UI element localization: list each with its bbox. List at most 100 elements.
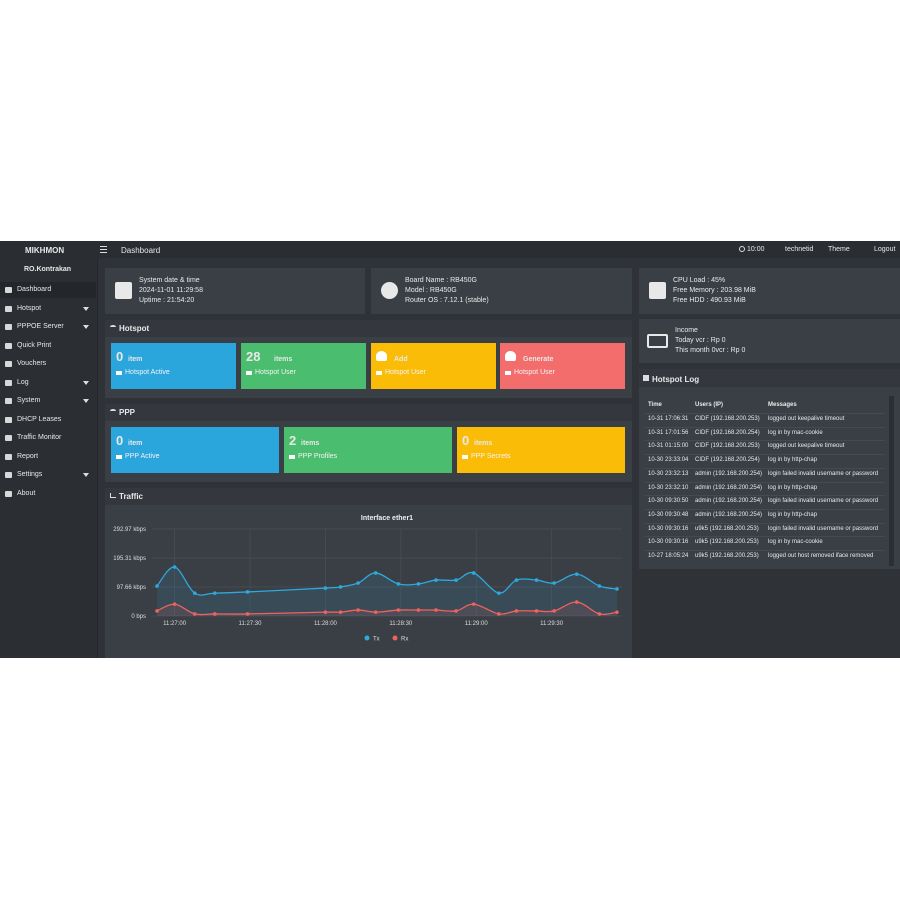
tile-unit: items — [301, 440, 320, 447]
log-cell: admin (192.168.200.254) — [695, 498, 763, 505]
log-cell: u9k5 (192.168.200.253) — [695, 553, 759, 559]
point — [155, 609, 159, 613]
menu-item[interactable]: Report — [17, 452, 39, 460]
income-card — [639, 319, 900, 363]
point — [471, 571, 476, 575]
tile-head: Add — [394, 356, 408, 363]
log-cell: 10-30 09:30:50 — [648, 498, 689, 505]
wifi-icon — [110, 409, 116, 413]
menu-arrow — [83, 306, 89, 311]
menu-item[interactable]: DHCP Leases — [17, 415, 62, 423]
y-tick-label: 97.66 kbps — [117, 585, 146, 591]
tile[interactable] — [284, 427, 452, 473]
log-cell: 10-31 17:06:31 — [648, 416, 689, 422]
theme-menu[interactable]: Theme — [828, 246, 850, 253]
card-line: CPU Load : 45% — [673, 277, 726, 284]
menu-arrow — [83, 473, 89, 477]
point — [434, 608, 438, 612]
log-cell: admin (192.168.200.254) — [695, 511, 763, 518]
log-cell: 10-30 23:32:10 — [648, 484, 689, 491]
point — [615, 610, 619, 614]
point — [373, 571, 378, 575]
menu-item[interactable]: Dashboard — [17, 286, 52, 293]
menu-item[interactable]: Quick Print — [17, 341, 52, 349]
log-col-header: Users (IP) — [695, 402, 724, 408]
log-cell: 10-30 23:33:04 — [648, 457, 689, 464]
point — [192, 591, 197, 595]
user-menu[interactable]: technetid — [785, 246, 814, 253]
traffic-header — [105, 488, 632, 505]
log-cell: logged out keepalive timeout — [768, 416, 845, 422]
tile[interactable] — [241, 343, 366, 389]
sidebar — [0, 258, 98, 658]
tile-icon — [505, 351, 516, 361]
menu-item[interactable]: Log — [17, 378, 29, 386]
point — [514, 578, 519, 582]
point — [615, 587, 619, 591]
router-name: RO.Kontrakan — [24, 266, 72, 273]
app: MIKHMON Dashboard 10:00 technetid Theme Logou… — [0, 241, 900, 658]
menu-icon — [5, 472, 12, 478]
tile-label: Hotspot User — [514, 369, 555, 376]
log-cell: 10-31 17:01:56 — [648, 429, 689, 436]
menu-item[interactable]: Settings — [17, 471, 43, 478]
log-row-line — [645, 550, 885, 551]
tile-label: Hotspot User — [255, 369, 296, 376]
tile[interactable] — [457, 427, 625, 473]
menu-icon — [5, 287, 12, 293]
log-cell: CIDF (192.168.200.254) — [695, 429, 760, 436]
tile[interactable] — [371, 343, 496, 389]
clock: 10:00 — [747, 246, 765, 253]
tile-head: Generate — [523, 356, 554, 363]
point — [213, 612, 217, 616]
brand: MIKHMON — [25, 246, 65, 255]
x-tick-label: 11:27:00 — [163, 621, 187, 627]
menu-icon — [5, 453, 12, 460]
menu-icon — [5, 342, 12, 349]
log-row-line — [645, 508, 885, 510]
menu-item[interactable]: Traffic Monitor — [17, 434, 62, 441]
tile[interactable] — [111, 343, 236, 389]
x-tick-label: 11:29:00 — [465, 621, 489, 627]
logout[interactable]: Logout — [874, 246, 896, 253]
menu-item[interactable]: PPPOE Server — [17, 323, 64, 330]
menu-item[interactable]: Hotspot — [17, 304, 42, 312]
point — [245, 590, 250, 594]
menu-item[interactable]: About — [17, 489, 36, 497]
point — [356, 581, 360, 585]
log-row-line — [645, 522, 885, 524]
log-cell: log in by http-chap — [768, 484, 818, 491]
point — [497, 591, 501, 595]
log-scrollbar — [889, 396, 894, 566]
card-line: Free HDD : 490.93 MiB — [673, 297, 746, 304]
point — [497, 612, 501, 616]
menu-item[interactable]: System — [17, 397, 41, 404]
info-card — [639, 268, 900, 314]
traffic-icon — [110, 493, 116, 498]
tile-label-icon — [462, 455, 468, 459]
log-cell: 10-31 01:15:00 — [648, 443, 689, 450]
chart-title: Interface ether1 — [361, 515, 413, 522]
tile-label: PPP Active — [125, 453, 160, 460]
section-header — [105, 404, 632, 421]
tile-unit: items — [474, 440, 493, 447]
card-icon — [115, 282, 132, 299]
tile-count: 2 — [289, 433, 297, 448]
point — [172, 602, 177, 606]
log-title: Hotspot Log — [652, 375, 700, 384]
topbar — [0, 241, 900, 258]
menu-toggle-mid — [100, 249, 107, 250]
log-row-line — [645, 481, 885, 483]
tile[interactable] — [111, 427, 279, 473]
tile-label: PPP Profiles — [298, 453, 338, 460]
traffic-chart: Interface ether1 0 bps 97.66 kbps 195.31 kb… — [113, 515, 622, 643]
point — [396, 608, 401, 612]
legend-label: Rx — [401, 637, 408, 643]
menu-active — [0, 282, 96, 298]
tile-unit: item — [128, 356, 143, 363]
menu-toggle[interactable] — [100, 246, 107, 253]
log-cell: 10-27 18:05:24 — [648, 553, 689, 559]
tile[interactable] — [500, 343, 625, 389]
menu-item[interactable]: Vouchers — [17, 360, 47, 367]
